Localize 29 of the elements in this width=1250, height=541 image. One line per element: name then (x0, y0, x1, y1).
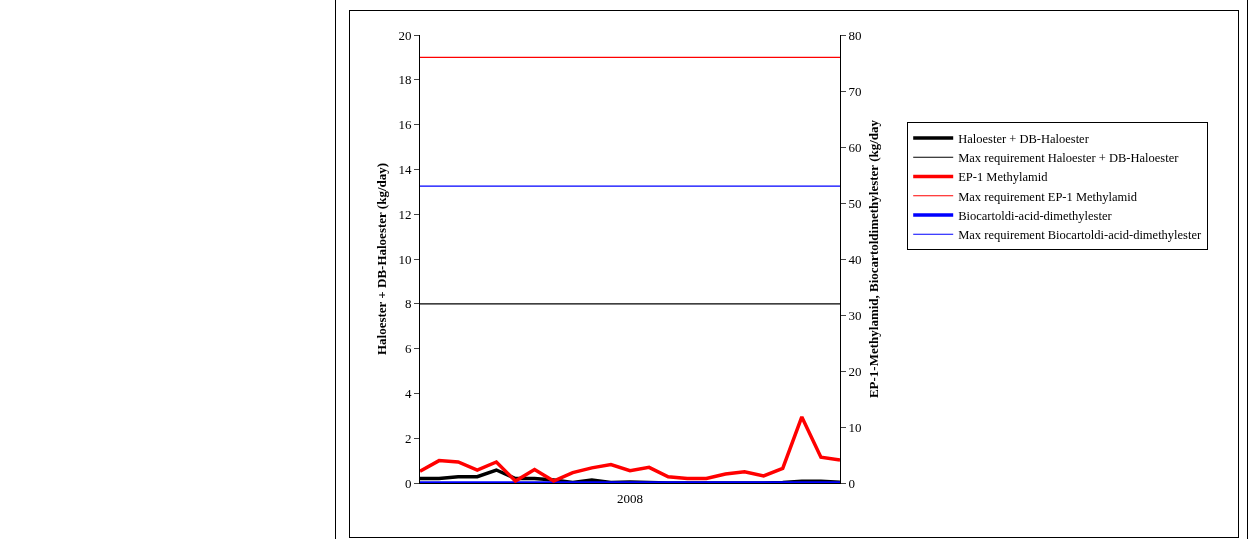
y-tick-label: 8 (404, 296, 412, 312)
y-tick-label: 20 (398, 27, 412, 43)
y-tick-label: 18 (398, 72, 412, 88)
y-tick-label: 16 (398, 117, 412, 133)
y-tick-label: 0 (404, 475, 412, 491)
y2-axis-title: EP-1-Methylamid, Biocartoldimethylester (kg/day (866, 119, 882, 399)
y-tick-label: 2 (404, 430, 412, 446)
y2-tick-label: 50 (848, 195, 862, 211)
y2-tick-label: 80 (848, 27, 862, 43)
legend-label: Max requirement EP-1 Methylamid (958, 189, 1138, 204)
y-tick-label: 14 (398, 161, 412, 177)
legend-label: Max requirement Biocartoldi-acid-dimethylester (958, 228, 1203, 243)
legend-label: Max requirement Haloester + DB-Haloester (958, 151, 1180, 166)
y2-tick-label: 30 (848, 307, 862, 323)
y2-tick-label: 20 (848, 363, 862, 379)
y-tick-label: 4 (404, 385, 412, 401)
y-tick-label: 12 (398, 206, 412, 222)
y2-tick-label: 0 (848, 475, 856, 491)
y-tick-label: 6 (404, 341, 412, 357)
y-axis-title: Haloester + DB-Haloester (kg/day) (374, 162, 390, 356)
y2-tick-label: 70 (848, 83, 862, 99)
y2-tick-label: 40 (848, 251, 862, 267)
legend-label: EP-1 Methylamid (958, 170, 1049, 185)
legend-label: Biocartoldi-acid-dimethylester (958, 208, 1113, 223)
x-axis-title: 2008 (617, 491, 643, 507)
y-tick-label: 10 (398, 251, 412, 267)
legend-label: Haloester + DB-Haloester (958, 131, 1090, 146)
y2-tick-label: 60 (848, 139, 862, 155)
y2-tick-label: 10 (848, 419, 862, 435)
